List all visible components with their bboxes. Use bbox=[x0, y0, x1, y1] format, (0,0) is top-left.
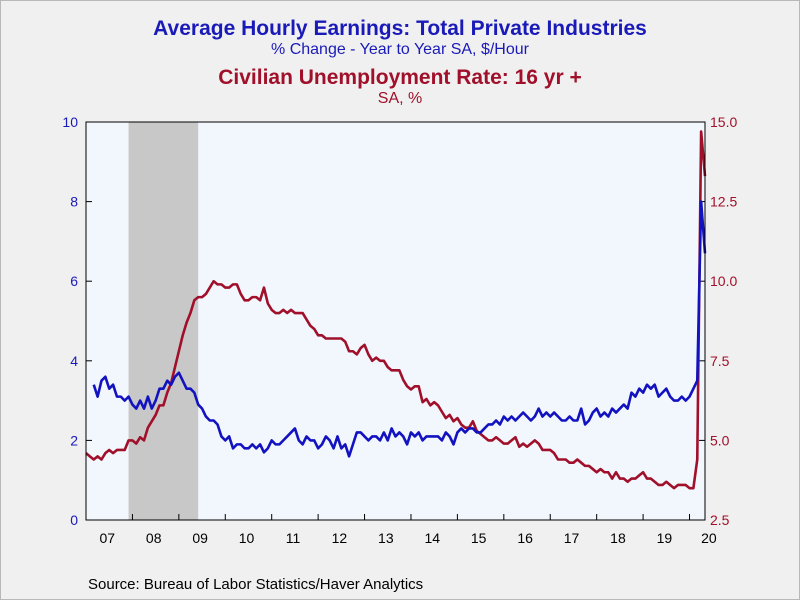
left-axis-tick-label: 4 bbox=[70, 353, 78, 369]
left-axis-tick-label: 10 bbox=[62, 114, 78, 130]
right-axis-tick-label: 12.5 bbox=[710, 194, 737, 210]
x-axis-tick-label: 13 bbox=[378, 530, 394, 546]
right-axis-tick-label: 10.0 bbox=[710, 273, 737, 289]
left-axis-tick-label: 0 bbox=[70, 512, 78, 528]
x-axis-tick-label: 19 bbox=[657, 530, 673, 546]
x-axis-tick-label: 20 bbox=[701, 530, 717, 546]
right-axis-tick-label: 2.5 bbox=[710, 512, 730, 528]
chart-subtitle-earnings: % Change - Year to Year SA, $/Hour bbox=[271, 41, 529, 58]
chart-title-unemployment: Civilian Unemployment Rate: 16 yr + bbox=[218, 66, 582, 89]
earnings-series-line bbox=[92, 200, 707, 458]
x-axis-tick-label: 14 bbox=[424, 530, 440, 546]
source-note: Source: Bureau of Labor Statistics/Haver… bbox=[88, 576, 424, 593]
right-axis-tick-label: 7.5 bbox=[710, 353, 730, 369]
x-axis-tick-label: 07 bbox=[99, 530, 115, 546]
plot-border bbox=[85, 121, 706, 521]
left-axis-tick-label: 2 bbox=[70, 432, 78, 448]
x-axis-tick-label: 17 bbox=[564, 530, 580, 546]
left-axis-tick-label: 6 bbox=[70, 273, 78, 289]
x-axis-tick-label: 10 bbox=[239, 530, 255, 546]
chart-title-earnings: Average Hourly Earnings: Total Private I… bbox=[153, 17, 647, 40]
x-axis-tick-label: 18 bbox=[610, 530, 626, 546]
x-axis-tick-label: 16 bbox=[517, 530, 533, 546]
unemployment-series-line bbox=[85, 130, 707, 490]
chart-subtitle-unemployment: SA, % bbox=[377, 90, 423, 107]
x-axis-tick-label: 12 bbox=[332, 530, 348, 546]
right-axis-tick-label: 5.0 bbox=[710, 432, 730, 448]
x-axis-tick-label: 15 bbox=[471, 530, 487, 546]
right-axis-tick-label: 15.0 bbox=[710, 114, 737, 130]
left-axis-tick-label: 8 bbox=[70, 194, 78, 210]
x-axis-tick-label: 09 bbox=[192, 530, 208, 546]
x-axis-tick-label: 11 bbox=[286, 530, 301, 546]
x-axis-tick-label: 08 bbox=[146, 530, 162, 546]
